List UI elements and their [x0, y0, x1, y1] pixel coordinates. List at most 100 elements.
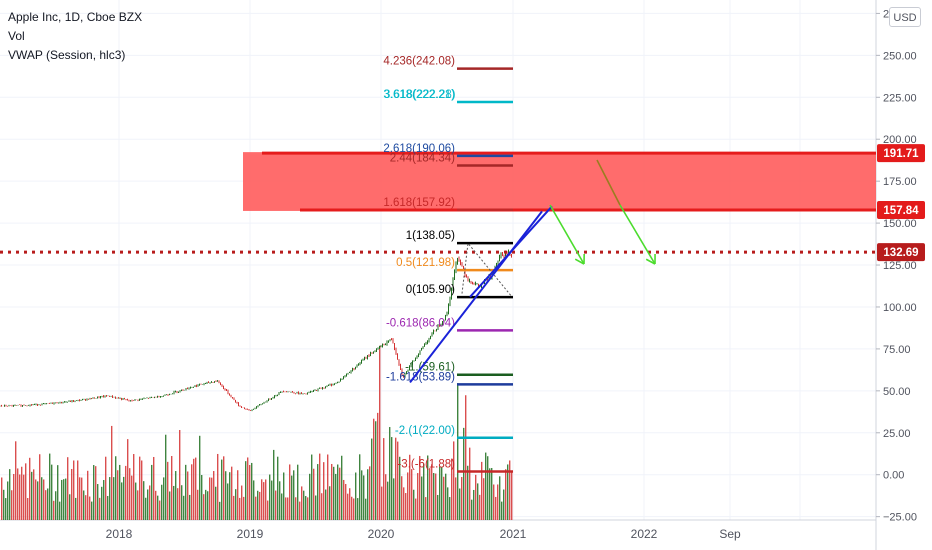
volume-bar [159, 500, 161, 520]
volume-bar [433, 473, 435, 520]
price-tag: 191.71 [877, 144, 925, 163]
volume-bar [355, 472, 357, 520]
volume-bar [195, 457, 197, 520]
volume-bar [377, 412, 379, 520]
volume-bar [417, 473, 419, 520]
fib-level-label: 2.618(190.06) [383, 143, 455, 155]
fib-level-label: -3.(-6(1.88) [397, 459, 455, 471]
volume-bar [141, 460, 143, 520]
y-tick-label: 25.00 [883, 428, 911, 440]
volume-bar [85, 495, 87, 520]
volume-bar [9, 469, 11, 520]
volume-bar [139, 456, 141, 520]
down-arrow-green-1[interactable] [549, 204, 585, 265]
volume-bar [343, 479, 345, 520]
volume-bar [83, 490, 85, 520]
volume-bar [295, 497, 297, 520]
volume-bar [365, 498, 367, 520]
volume-bar [65, 478, 67, 520]
volume-bar [63, 479, 65, 520]
volume-bar [281, 493, 283, 520]
volume-bar [29, 457, 31, 520]
volume-bar [161, 484, 163, 520]
volume-bar [229, 472, 231, 520]
volume-bar [345, 483, 347, 520]
volume-bar [51, 464, 53, 520]
volume-bar [237, 470, 239, 520]
volume-bar [481, 461, 483, 520]
legend-volume[interactable]: Vol [8, 29, 25, 43]
volume-bar [125, 465, 127, 520]
volume-bar [193, 458, 195, 520]
projection-line-olive[interactable] [596, 159, 621, 206]
volume-bar [143, 481, 145, 520]
volume-bar [121, 482, 123, 520]
volume-bar [197, 489, 199, 520]
y-tick-label: 225.00 [883, 92, 917, 104]
volume-bar [219, 501, 221, 520]
volume-bar [119, 464, 121, 520]
volume-bar [387, 481, 389, 520]
legend-symbol[interactable]: Apple Inc, 1D, Cboe BZX [8, 10, 143, 24]
volume-bar [17, 468, 19, 520]
volume-bar [239, 497, 241, 520]
volume-bar [57, 465, 59, 520]
legend-vwap[interactable]: VWAP (Session, hlc3) [8, 48, 126, 62]
volume-bar [77, 460, 79, 520]
volume-bar [423, 463, 425, 520]
volume-bar [285, 497, 287, 520]
volume-bar [41, 477, 43, 520]
x-tick-label: 2018 [106, 527, 133, 541]
fib-level-label: 1(138.05) [406, 230, 455, 242]
y-tick-label: 175.00 [883, 176, 917, 188]
volume-bar [299, 501, 301, 520]
volume-bar [447, 487, 449, 520]
volume-bar [101, 486, 103, 520]
volume-bar [87, 470, 89, 520]
volume-bar [469, 447, 471, 520]
volume-bar [191, 464, 193, 520]
volume-bar [171, 456, 173, 520]
trend-line-upper[interactable] [469, 205, 553, 298]
volume-bar [441, 467, 443, 520]
volume-bar [273, 449, 275, 520]
volume-bar [409, 454, 411, 520]
volume-bar [403, 487, 405, 520]
volume-bar [499, 476, 501, 520]
resistance-zone[interactable] [243, 152, 876, 211]
volume-bar [419, 455, 421, 520]
volume-bar [183, 495, 185, 520]
volume-bar [415, 498, 417, 520]
volume-bar [425, 497, 427, 520]
fib-level-label: 0.5(121.98) [396, 257, 455, 269]
fib-level-label: 2.44(184.34) [390, 152, 455, 164]
volume-bar [315, 495, 317, 520]
volume-bar [451, 458, 453, 520]
volume-bar [505, 469, 507, 520]
volume-bar [305, 496, 307, 520]
fib-levels[interactable]: 4.236(242.08) 3.618(222.21)3.618(222.28) 2… [383, 56, 513, 473]
volume-bar [361, 470, 363, 520]
volume-bar [489, 468, 491, 520]
volume-bar [511, 471, 513, 520]
volume-bar [267, 500, 269, 520]
volume-bar [75, 497, 77, 520]
volume-bar [465, 395, 467, 520]
volume-bar [203, 494, 205, 520]
volume-bar [53, 500, 55, 520]
volume-bar [155, 490, 157, 520]
trend-line-lower[interactable] [409, 210, 543, 384]
volume-bar [105, 456, 107, 520]
volume-bar [413, 489, 415, 520]
down-arrow-green-2[interactable] [619, 204, 656, 265]
volume-bar [323, 462, 325, 520]
currency-button[interactable]: USD [889, 7, 921, 27]
volume-bar [259, 491, 261, 520]
volume-bar [45, 490, 47, 520]
volume-bar [347, 493, 349, 520]
volume-bar [421, 476, 423, 520]
fib-level-label-overlap: 3.618(222.28) [384, 89, 456, 101]
volume-bar [165, 434, 167, 520]
volume-bar [279, 481, 281, 520]
